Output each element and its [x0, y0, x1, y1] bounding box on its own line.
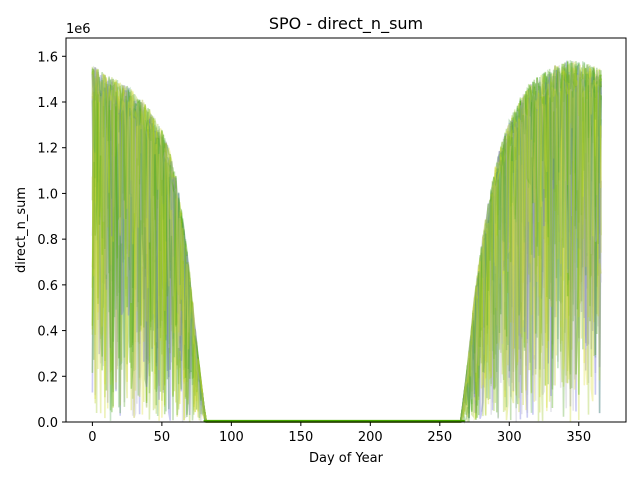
x-tick-label: 0 — [88, 430, 96, 445]
y-tick-label: 0.6 — [37, 279, 58, 294]
x-tick-label: 350 — [566, 430, 591, 445]
y-tick-label: 0.8 — [37, 233, 58, 248]
y-axis-label: direct_n_sum — [14, 187, 29, 273]
y-tick-label: 1.6 — [37, 50, 58, 65]
y-tick-label: 0.4 — [37, 325, 58, 340]
y-axis: 0.0 0.2 0.4 0.6 0.8 1.0 1.2 1.4 1.6 — [37, 50, 66, 431]
x-axis-label: Day of Year — [309, 451, 384, 466]
plot-frame — [65, 37, 627, 423]
x-axis: 0 50 100 150 200 250 300 350 — [88, 422, 591, 445]
x-tick-label: 200 — [358, 430, 383, 445]
y-tick-label: 1.4 — [37, 96, 58, 111]
x-tick-label: 100 — [219, 430, 244, 445]
x-tick-label: 300 — [497, 430, 522, 445]
x-tick-label: 50 — [154, 430, 171, 445]
chart-title: SPO - direct_n_sum — [269, 14, 423, 34]
x-tick-label: 150 — [288, 430, 313, 445]
y-offset-label: 1e6 — [66, 22, 91, 37]
y-tick-label: 1.2 — [37, 142, 58, 157]
x-tick-label: 250 — [427, 430, 452, 445]
y-tick-label: 0.2 — [37, 370, 58, 385]
y-tick-label: 0.0 — [37, 416, 58, 431]
y-tick-label: 1.0 — [37, 187, 58, 202]
